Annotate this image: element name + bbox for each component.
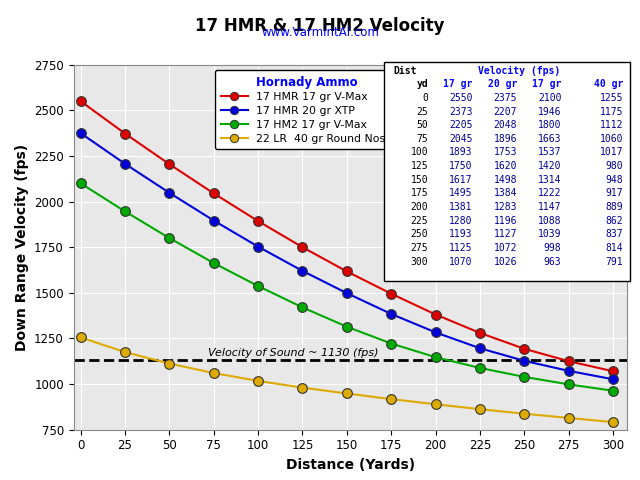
Text: 814: 814 [605,243,623,253]
Text: 1026: 1026 [493,257,517,267]
Text: 17 gr: 17 gr [532,79,561,89]
Text: 862: 862 [605,216,623,226]
Text: 1753: 1753 [493,147,517,157]
Text: 1196: 1196 [493,216,517,226]
Text: 837: 837 [605,229,623,240]
X-axis label: Distance (Yards): Distance (Yards) [286,458,415,472]
Text: 1222: 1222 [538,189,561,198]
Text: 300: 300 [411,257,428,267]
Text: 791: 791 [605,257,623,267]
Text: 200: 200 [411,202,428,212]
Text: www.VarmintAI.com: www.VarmintAI.com [261,26,379,39]
Text: 75: 75 [417,134,428,144]
Text: 980: 980 [605,161,623,171]
Text: 1893: 1893 [449,147,473,157]
Text: 1896: 1896 [493,134,517,144]
Text: Velocity of Sound ~ 1130 (fps): Velocity of Sound ~ 1130 (fps) [209,348,379,358]
Text: 20 gr: 20 gr [488,79,517,89]
Text: 100: 100 [411,147,428,157]
Text: 175: 175 [411,189,428,198]
Text: 1495: 1495 [449,189,473,198]
Text: 1039: 1039 [538,229,561,240]
Text: 1127: 1127 [493,229,517,240]
Text: 917: 917 [605,189,623,198]
Text: 2375: 2375 [493,93,517,103]
Text: 998: 998 [544,243,561,253]
Text: 25: 25 [417,107,428,117]
Legend: 17 HMR 17 gr V-Max, 17 HMR 20 gr XTP, 17 HM2 17 gr V-Max, 22 LR  40 gr Round Nos: 17 HMR 17 gr V-Max, 17 HMR 20 gr XTP, 17… [215,70,397,149]
Text: 1255: 1255 [600,93,623,103]
FancyBboxPatch shape [384,62,630,281]
Text: 2045: 2045 [449,134,473,144]
Text: 2205: 2205 [449,120,473,130]
Text: 1620: 1620 [493,161,517,171]
Text: 1381: 1381 [449,202,473,212]
Text: Dist: Dist [394,66,417,75]
Y-axis label: Down Range Velocity (fps): Down Range Velocity (fps) [15,144,29,351]
Text: yd: yd [417,79,428,89]
Text: 948: 948 [605,175,623,185]
Text: 125: 125 [411,161,428,171]
Text: 1384: 1384 [493,189,517,198]
Text: 150: 150 [411,175,428,185]
Text: 17 gr: 17 gr [444,79,473,89]
Text: 1112: 1112 [600,120,623,130]
Text: 1750: 1750 [449,161,473,171]
Text: 1088: 1088 [538,216,561,226]
Text: 1280: 1280 [449,216,473,226]
Text: 2207: 2207 [493,107,517,117]
Text: 1800: 1800 [538,120,561,130]
Text: 963: 963 [544,257,561,267]
Text: 1125: 1125 [449,243,473,253]
Text: 1314: 1314 [538,175,561,185]
Text: 2100: 2100 [538,93,561,103]
Text: 225: 225 [411,216,428,226]
Text: 889: 889 [605,202,623,212]
Text: 1175: 1175 [600,107,623,117]
Text: 2048: 2048 [493,120,517,130]
Text: 1663: 1663 [538,134,561,144]
Text: 40 gr: 40 gr [594,79,623,89]
Text: 1420: 1420 [538,161,561,171]
Text: Velocity (fps): Velocity (fps) [478,66,561,76]
Text: 1193: 1193 [449,229,473,240]
Text: 2373: 2373 [449,107,473,117]
Text: 1017: 1017 [600,147,623,157]
Text: 1060: 1060 [600,134,623,144]
Text: 1537: 1537 [538,147,561,157]
Text: 1617: 1617 [449,175,473,185]
Text: 1147: 1147 [538,202,561,212]
Text: 17 HMR & 17 HM2 Velocity: 17 HMR & 17 HM2 Velocity [195,17,445,35]
Text: 1283: 1283 [493,202,517,212]
Text: 50: 50 [417,120,428,130]
Text: 1072: 1072 [493,243,517,253]
Text: 2550: 2550 [449,93,473,103]
Text: 1946: 1946 [538,107,561,117]
Text: 1070: 1070 [449,257,473,267]
Text: 0: 0 [422,93,428,103]
Text: 250: 250 [411,229,428,240]
Text: 275: 275 [411,243,428,253]
Text: 1498: 1498 [493,175,517,185]
